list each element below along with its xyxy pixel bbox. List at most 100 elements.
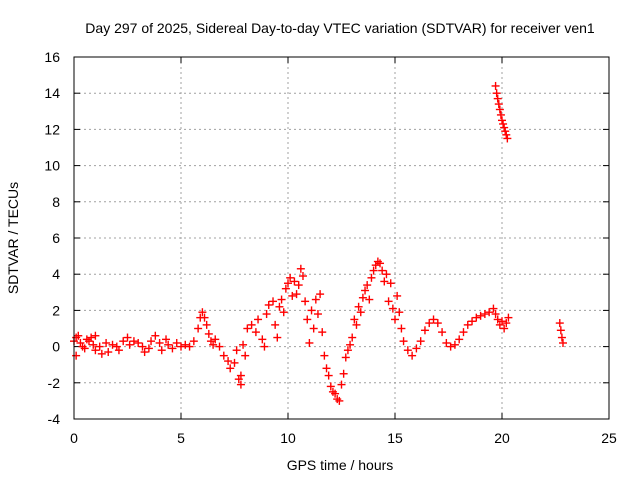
data-point [493, 315, 502, 324]
x-tick-label: 15 [387, 430, 403, 446]
data-point [125, 340, 134, 349]
data-point [378, 266, 387, 275]
data-point [318, 328, 327, 337]
data-point [104, 348, 113, 357]
data-point [204, 329, 213, 338]
y-tick-label: 4 [52, 266, 60, 282]
data-point [316, 290, 325, 299]
y-tick-label: 2 [52, 302, 60, 318]
data-point [463, 320, 472, 329]
data-point [326, 382, 335, 391]
data-point [303, 315, 312, 324]
data-point [172, 338, 181, 347]
data-point [433, 319, 442, 328]
data-point [236, 380, 245, 389]
data-point [290, 277, 299, 286]
data-point [95, 342, 104, 351]
data-point [281, 284, 290, 293]
data-point [365, 295, 374, 304]
data-point [384, 297, 393, 306]
data-point [408, 351, 417, 360]
x-tick-label: 5 [177, 430, 185, 446]
data-point [352, 320, 361, 329]
data-point [376, 259, 385, 268]
data-point [337, 380, 346, 389]
data-point [185, 342, 194, 351]
data-point [491, 81, 500, 90]
y-tick-label: 16 [44, 49, 60, 65]
data-point [395, 308, 404, 317]
data-point [388, 304, 397, 313]
data-point [485, 308, 494, 317]
data-point [459, 328, 468, 337]
data-point [498, 317, 506, 326]
x-axis-label: GPS time / hours [287, 457, 394, 473]
data-point [495, 105, 504, 114]
data-point [500, 324, 509, 333]
data-point [446, 342, 455, 351]
data-point [382, 270, 391, 279]
y-tick-label: 12 [44, 121, 60, 137]
data-point [397, 324, 406, 333]
data-point [97, 349, 106, 358]
data-point [403, 346, 412, 355]
data-point [350, 315, 359, 324]
data-point [504, 313, 513, 322]
data-point [369, 266, 378, 275]
x-tick-label: 10 [280, 430, 296, 446]
data-point [361, 286, 370, 295]
data-point [335, 396, 344, 405]
data-point [343, 346, 352, 355]
data-point [243, 324, 252, 333]
data-point [241, 351, 250, 360]
data-point [168, 344, 177, 353]
data-point [91, 331, 100, 340]
data-point [420, 326, 429, 335]
data-point [108, 340, 117, 349]
data-point [391, 315, 399, 324]
data-point [468, 317, 477, 326]
data-point [288, 291, 297, 300]
data-point [363, 281, 372, 290]
data-point [416, 337, 425, 346]
data-point [496, 110, 505, 119]
data-point [74, 331, 83, 340]
data-point [273, 333, 282, 342]
data-point [425, 319, 434, 328]
data-point [232, 346, 241, 355]
data-point [114, 346, 123, 355]
data-point [264, 300, 273, 309]
plot-frame [73, 56, 610, 420]
data-point [284, 279, 292, 288]
data-point [429, 315, 438, 324]
data-point [147, 337, 156, 346]
data-point [358, 293, 367, 302]
data-point [119, 337, 128, 346]
data-point [492, 89, 501, 98]
grid-layer [74, 57, 609, 419]
x-tick-label: 0 [70, 430, 78, 446]
data-point [140, 348, 149, 357]
data-point [301, 297, 310, 306]
data-point [356, 308, 365, 317]
data-point [215, 342, 224, 351]
data-point [269, 297, 278, 306]
data-point [236, 371, 245, 380]
data-point [138, 342, 147, 351]
data-points [70, 81, 567, 405]
data-point [500, 123, 509, 132]
data-point [123, 333, 132, 342]
data-point [348, 333, 357, 342]
data-point [155, 338, 164, 347]
data-point [72, 351, 81, 360]
data-point [320, 351, 329, 360]
data-point [331, 389, 340, 398]
data-point [226, 364, 235, 373]
y-axis-label: SDTVAR / TECUs [5, 182, 21, 294]
data-point [480, 310, 489, 319]
data-point [489, 304, 498, 313]
data-point [251, 328, 260, 337]
data-point [307, 306, 316, 315]
